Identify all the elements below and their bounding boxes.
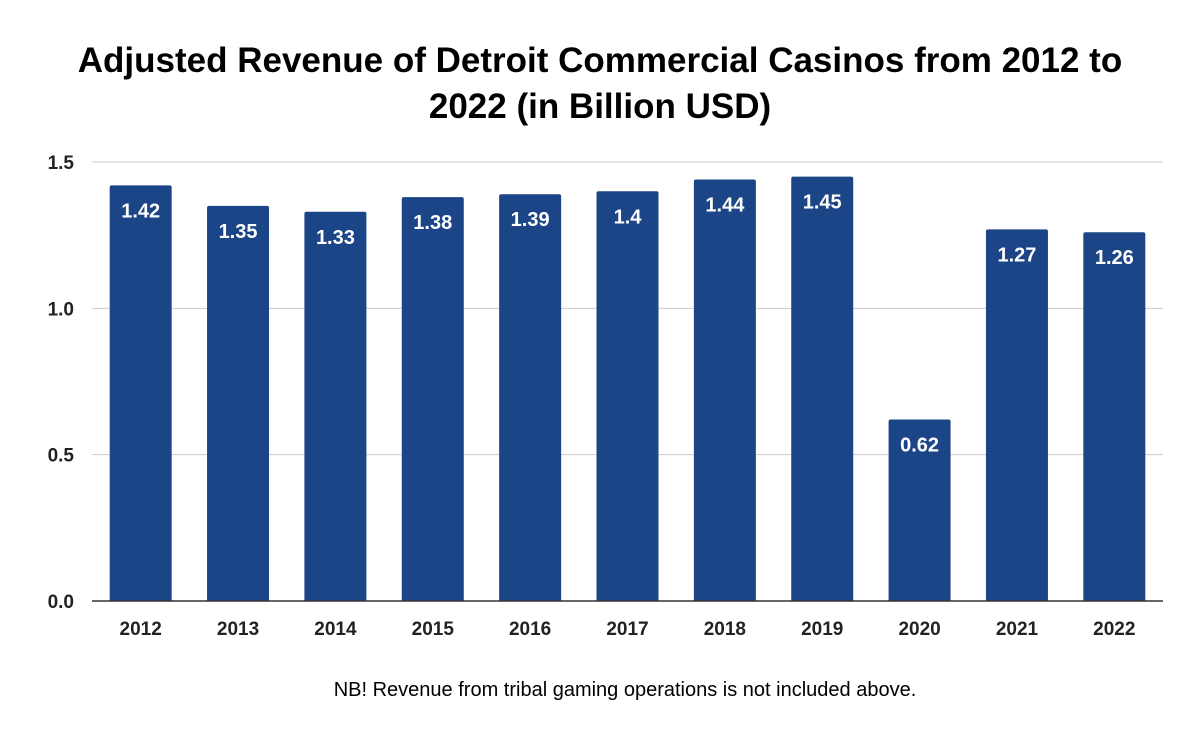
bar xyxy=(401,197,464,601)
x-tick-label: 2015 xyxy=(412,619,455,640)
bar xyxy=(499,194,562,601)
bar xyxy=(791,176,854,601)
data-label: 1.45 xyxy=(803,192,842,214)
y-tick-label: 1.0 xyxy=(48,299,74,320)
footnote: NB! Revenue from tribal gaming operation… xyxy=(333,679,917,701)
axes: 0.0 0.5 1.0 1.5 2012 2013 2014 2015 2016 2017 2018… xyxy=(48,153,1163,640)
y-tick-label: 0.0 xyxy=(48,592,74,613)
x-tick-label: 2018 xyxy=(704,619,746,640)
data-label: 1.33 xyxy=(316,227,355,249)
x-tick-label: 2021 xyxy=(996,619,1039,640)
x-tick-label: 2012 xyxy=(120,619,162,640)
y-tick-label: 1.5 xyxy=(48,153,75,174)
bar xyxy=(693,179,756,601)
bar xyxy=(985,229,1048,601)
bar xyxy=(304,211,367,601)
data-label: 1.44 xyxy=(705,195,745,217)
x-tick-label: 2013 xyxy=(217,619,259,640)
x-tick-label: 2016 xyxy=(509,619,551,640)
bar xyxy=(1083,232,1146,602)
bar xyxy=(109,185,172,601)
bar xyxy=(207,205,270,601)
bar xyxy=(888,419,951,601)
data-label: 0.62 xyxy=(900,435,939,457)
x-tick-label: 2014 xyxy=(314,619,357,640)
chart-title: Adjusted Revenue of Detroit Commercial C… xyxy=(77,41,1123,126)
y-tick-label: 0.5 xyxy=(48,446,75,467)
x-tick-label: 2019 xyxy=(801,619,843,640)
bars: 1.42 1.35 1.33 1.38 1.39 1.4 1.44 1.45 0.62 1.27 1… xyxy=(109,176,1146,602)
x-tick-label: 2020 xyxy=(898,619,940,640)
data-label: 1.38 xyxy=(413,212,452,234)
data-label: 1.4 xyxy=(614,206,643,228)
data-label: 1.35 xyxy=(219,221,258,243)
data-label: 1.42 xyxy=(121,200,160,222)
bar xyxy=(596,191,659,601)
x-tick-label: 2017 xyxy=(606,619,648,640)
data-label: 1.39 xyxy=(511,209,550,231)
x-tick-label: 2022 xyxy=(1093,619,1135,640)
data-label: 1.27 xyxy=(997,244,1036,266)
data-label: 1.26 xyxy=(1095,247,1134,269)
